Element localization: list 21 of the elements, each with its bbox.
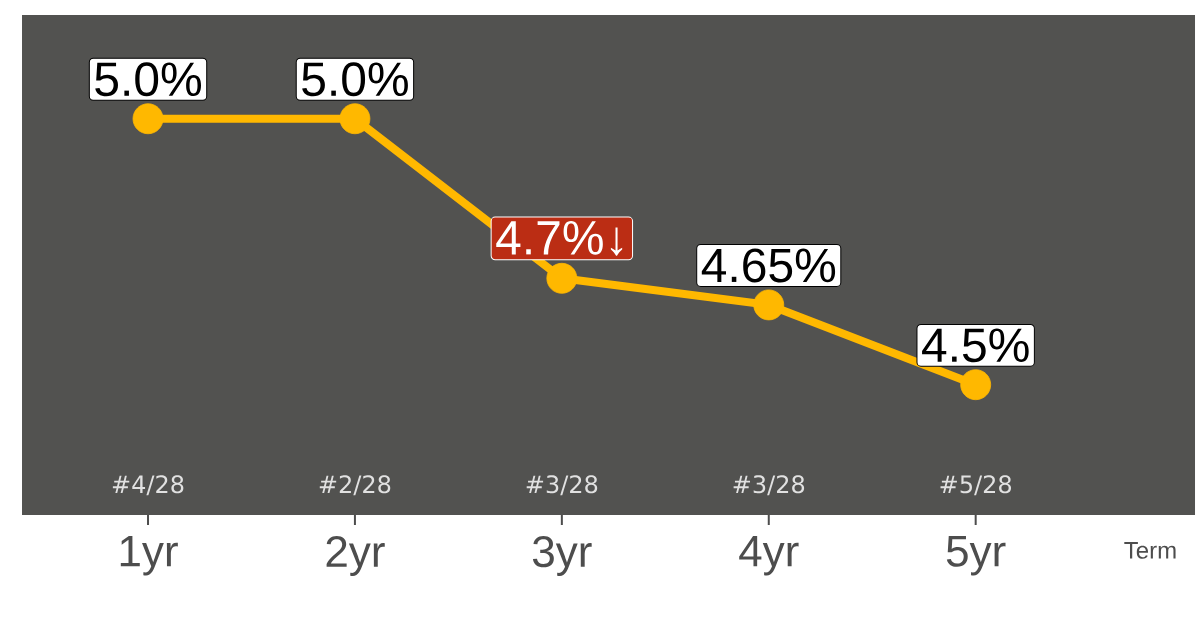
x-tick-label: 5yr — [946, 536, 1006, 576]
x-tick-label: 3yr — [532, 536, 592, 576]
point — [753, 289, 785, 321]
x-axis-title: Term — [1124, 542, 1176, 559]
x-tick-label: 2yr — [326, 536, 385, 576]
data-label: 4.5% — [922, 328, 1029, 363]
text: #4/28 — [112, 475, 184, 496]
data-label: 4.65% — [701, 248, 836, 283]
point — [546, 262, 578, 294]
x-tick-label: 1yr — [120, 536, 178, 576]
annotation: 4.7%↓ — [496, 221, 623, 256]
x-tick-label: 4yr — [739, 536, 799, 576]
text: #5/28 — [940, 475, 1012, 496]
point — [132, 103, 164, 135]
point — [339, 103, 371, 135]
text: #3/28 — [526, 475, 598, 496]
point — [960, 369, 992, 401]
data-label: 5.0% — [302, 62, 408, 97]
text: #2/28 — [319, 475, 391, 496]
data-label: 5.0% — [95, 62, 201, 97]
text: #3/28 — [733, 475, 805, 496]
